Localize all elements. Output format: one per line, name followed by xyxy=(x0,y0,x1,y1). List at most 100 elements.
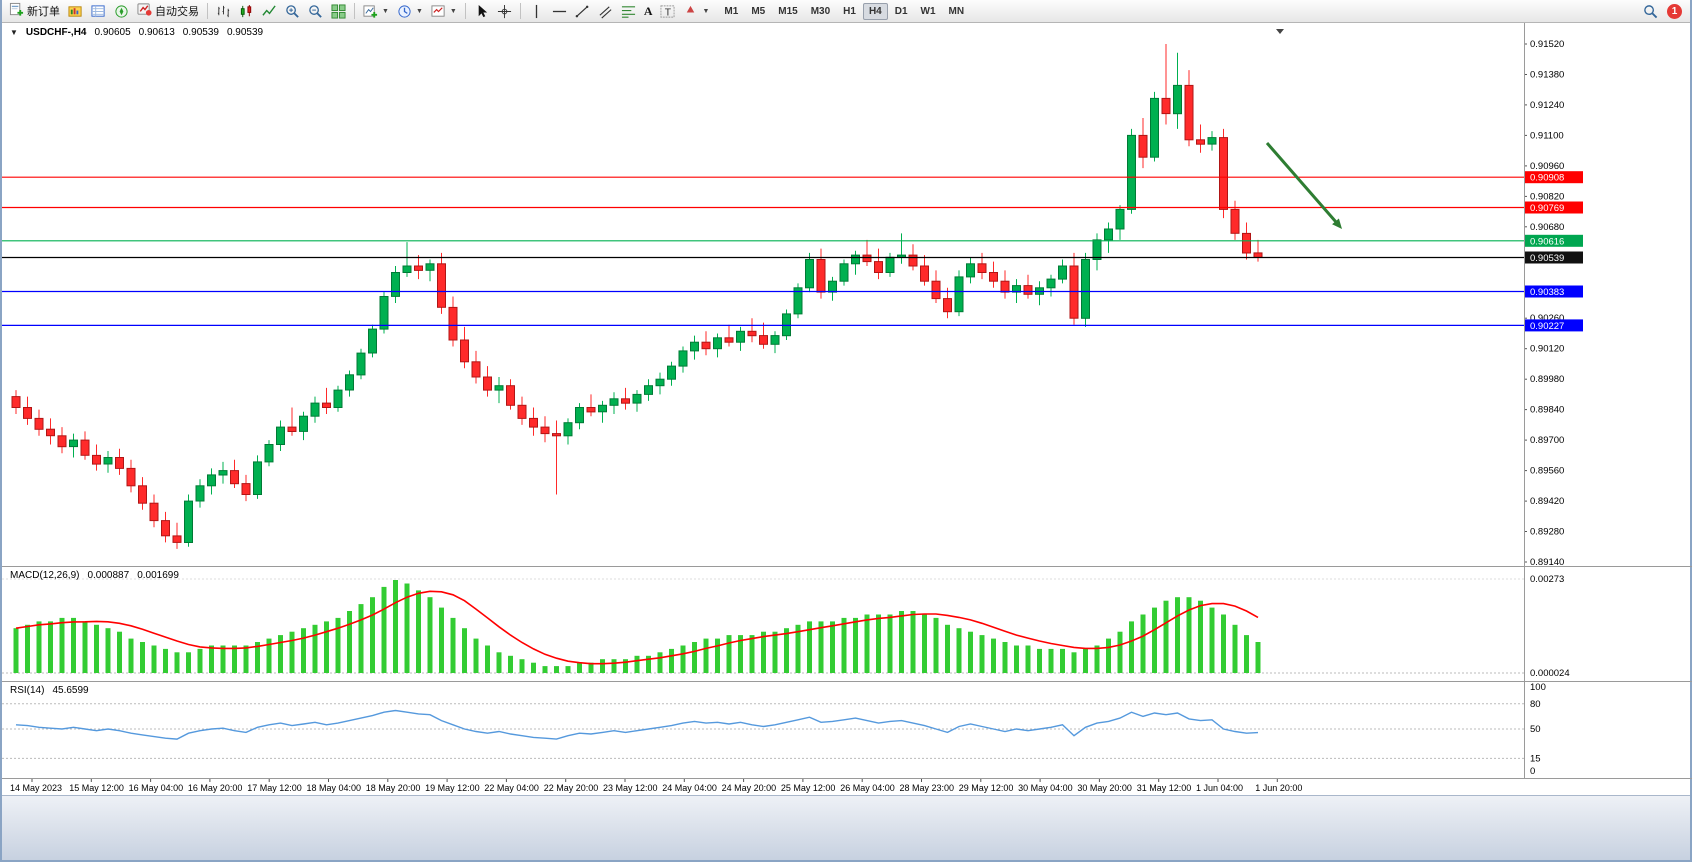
time-axis-label: 31 May 12:00 xyxy=(1137,783,1192,793)
timeframe-button-h4[interactable]: H4 xyxy=(862,2,888,20)
macd-bar xyxy=(841,617,847,673)
chevron-down-icon: ▼ xyxy=(702,7,710,15)
macd-bar xyxy=(1152,607,1157,673)
price-scale[interactable]: 0.91520 0.91380 0.91240 0.91100 0.90960 0.908… xyxy=(1524,39,1583,568)
macd-bar xyxy=(853,617,858,673)
candle-body xyxy=(529,417,538,428)
candle-body xyxy=(471,361,481,378)
macd-bar xyxy=(59,617,65,673)
vertical-line-tool-icon[interactable] xyxy=(526,1,547,21)
rsi-indicator-label: RSI(14) 45.6599 xyxy=(10,685,89,696)
timeframe-button-w1[interactable]: W1 xyxy=(920,5,936,17)
price-scale-label: 0.89700 xyxy=(1530,435,1564,446)
autotrading-label: 自动交易 xyxy=(155,6,199,18)
candle-body xyxy=(1184,84,1194,141)
timeframe-button-m5[interactable]: M5 xyxy=(751,5,766,17)
candlestick-series[interactable] xyxy=(11,44,1263,549)
candle-body xyxy=(966,263,975,278)
time-axis[interactable]: 14 May 2023 15 May 12:00 16 May 04:00 16 Ma… xyxy=(10,779,1302,793)
chart-canvas[interactable]: 0.91520 0.91380 0.91240 0.91100 0.90960 0.908… xyxy=(2,23,1692,795)
candle-body xyxy=(770,335,780,345)
timeframe-button-m15[interactable]: M15 xyxy=(778,5,798,17)
notification-badge[interactable]: 1 xyxy=(1667,3,1682,19)
search-icon[interactable] xyxy=(1640,1,1661,21)
price-scale-label: 0.89140 xyxy=(1530,557,1564,568)
new-order-label: 新订单 xyxy=(27,6,60,18)
text-tool-icon[interactable]: A xyxy=(643,3,653,18)
candle-body xyxy=(57,435,67,448)
macd-bar xyxy=(151,645,157,673)
period-dropdown[interactable]: ▼ xyxy=(394,1,426,21)
timeframe-button-m1[interactable]: M1 xyxy=(724,5,739,17)
price-scale-label: 0.89980 xyxy=(1530,374,1564,385)
rsi-panel[interactable]: 100 80 50 15 0 xyxy=(2,682,1546,777)
fibonacci-tool-icon[interactable] xyxy=(618,1,639,21)
chart-window[interactable]: 0.91520 0.91380 0.91240 0.91100 0.90960 0.908… xyxy=(2,23,1692,795)
macd-bar xyxy=(979,635,985,673)
trendline-tool-icon[interactable] xyxy=(572,1,593,21)
candle-body xyxy=(264,444,274,463)
macd-bar xyxy=(818,621,824,673)
cursor-tool-icon[interactable] xyxy=(471,1,492,21)
candle-body xyxy=(954,276,964,313)
price-scale-label: 0.91380 xyxy=(1530,70,1564,81)
macd-bar xyxy=(1255,642,1261,673)
macd-bar xyxy=(1186,597,1192,673)
macd-bar xyxy=(565,666,571,673)
price-badge xyxy=(1525,319,1583,332)
candle-body xyxy=(793,287,803,315)
horizontal-line-tool-icon[interactable] xyxy=(549,1,570,21)
navigator-icon[interactable] xyxy=(111,1,132,21)
symbol-period-label: USDCHF-,H4 xyxy=(25,27,87,38)
channel-tool-icon[interactable] xyxy=(595,1,616,21)
candle-body xyxy=(345,374,354,391)
tile-windows-icon[interactable] xyxy=(328,1,349,21)
macd-panel[interactable]: 0.00273 0.000024 xyxy=(2,574,1570,679)
candle-body xyxy=(701,341,711,350)
macd-bar xyxy=(1048,648,1054,673)
candle-body xyxy=(437,263,446,308)
timeframe-button-d1[interactable]: D1 xyxy=(894,5,908,17)
candlesticks-chart-icon[interactable] xyxy=(236,1,257,21)
ohlc-bars-chart-icon[interactable] xyxy=(213,1,234,21)
ohlc-open: 0.90605 xyxy=(94,27,131,38)
chart-shift-marker-icon[interactable] xyxy=(1276,29,1284,34)
crosshair-tool-icon[interactable] xyxy=(494,1,515,21)
collapse-chart-icon[interactable]: ▼ xyxy=(10,28,18,37)
macd-bar xyxy=(1083,648,1088,673)
zoom-in-icon[interactable] xyxy=(282,1,303,21)
rsi-scale-label: 100 xyxy=(1530,682,1546,693)
timeframe-button-h1[interactable]: H1 xyxy=(843,5,856,17)
candle-body xyxy=(724,337,734,343)
timeframe-button-mn[interactable]: MN xyxy=(948,5,965,17)
chevron-down-icon: ▼ xyxy=(415,7,423,15)
candle-body xyxy=(931,280,941,300)
zoom-out-icon[interactable] xyxy=(305,1,326,21)
line-chart-icon[interactable] xyxy=(259,1,280,21)
macd-bar xyxy=(117,631,122,673)
candle-body xyxy=(598,404,607,413)
new-order-button[interactable]: 新订单 xyxy=(6,1,63,21)
candle-body xyxy=(517,404,527,419)
candle-body xyxy=(678,350,688,367)
charts-profile-icon[interactable] xyxy=(65,1,86,21)
trend-arrow[interactable] xyxy=(1265,142,1338,223)
template-dropdown[interactable]: ▼ xyxy=(428,1,460,21)
new-chart-dropdown[interactable]: ▼ xyxy=(360,1,392,21)
rsi-scale-label: 15 xyxy=(1530,753,1541,764)
timeframe-button-m30[interactable]: M30 xyxy=(810,5,831,17)
timeframe-toolbar: M1 M5 M15 M30 H1 H4 D1 W1 MN xyxy=(718,2,970,20)
horizontal-level-lines[interactable] xyxy=(2,176,1524,326)
time-axis-label: 1 Jun 04:00 xyxy=(1196,783,1243,793)
candle-body xyxy=(184,500,193,544)
label-tool-icon[interactable]: T xyxy=(657,1,678,21)
macd-bar xyxy=(393,580,398,673)
arrows-tool-dropdown[interactable]: ▼ xyxy=(680,1,712,21)
rsi-line xyxy=(15,709,1259,740)
macd-bar xyxy=(1060,648,1065,673)
candle-body xyxy=(506,385,515,406)
market-watch-icon[interactable] xyxy=(88,1,109,21)
candle-body xyxy=(299,415,308,432)
autotrading-button[interactable]: 自动交易 xyxy=(134,1,202,21)
macd-scale-max-label: 0.00273 xyxy=(1530,574,1564,585)
